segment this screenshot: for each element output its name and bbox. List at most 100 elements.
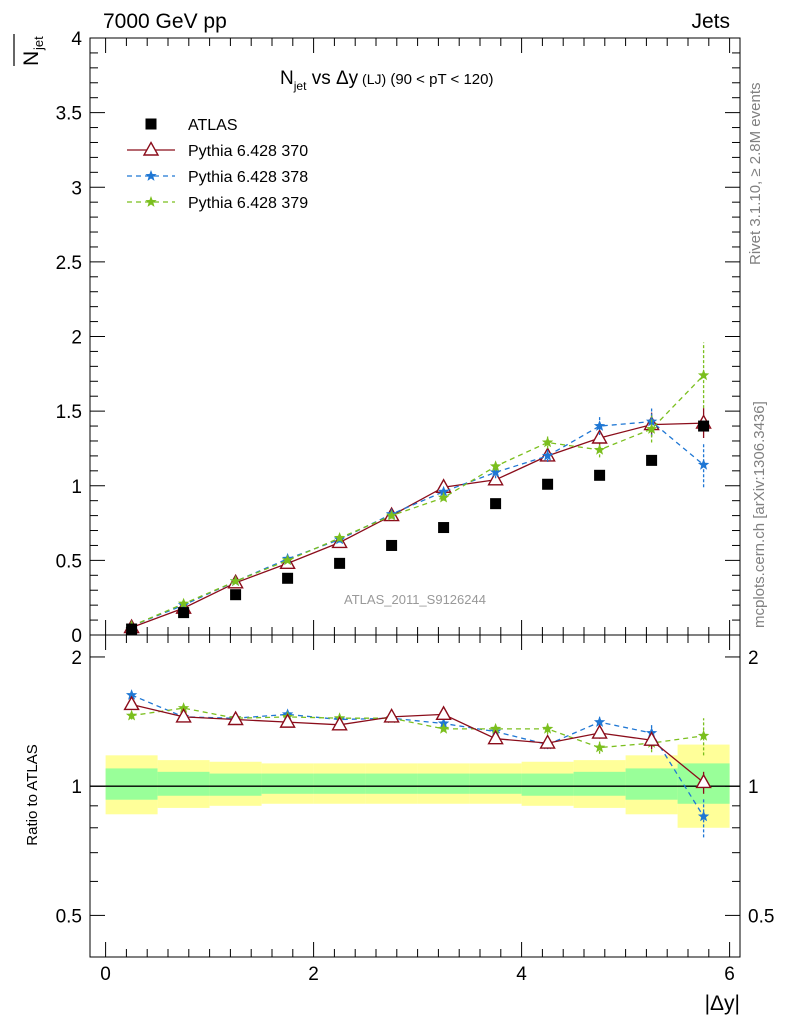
ratio-data-point	[697, 810, 710, 822]
main-data-point	[386, 539, 398, 551]
ratio-y-tick-label-right: 2	[748, 648, 759, 669]
ratio-y-axis-title: Ratio to ATLAS	[24, 744, 41, 845]
main-data-point	[646, 454, 658, 466]
plot-title: Njet vs Δy (LJ) (90 < pT < 120)	[280, 68, 493, 93]
main-data-point	[591, 429, 608, 444]
ratio-series-pythia-370	[123, 695, 712, 794]
ratio-y-tick-label: 0.5	[56, 906, 82, 927]
x-axis-title: |Δy|	[705, 992, 740, 1015]
main-data-point	[489, 466, 502, 478]
main-y-tick-label: 2	[71, 328, 82, 349]
ratio-series-line	[131, 707, 704, 749]
ratio-data-point	[435, 705, 452, 721]
ratio-data-point	[437, 717, 450, 729]
ratio-x-tick-label: 6	[724, 964, 735, 985]
ratio-data-point	[695, 773, 712, 789]
legend-label: Pythia 6.428 370	[188, 143, 308, 160]
legend-item: Pythia 6.428 378	[127, 169, 308, 186]
mcplots-source-label: mcplots.cern.ch [arXiv:1306.3436]	[751, 401, 768, 628]
ratio-data-point	[593, 741, 606, 753]
main-series-line	[131, 374, 705, 627]
main-data-point	[437, 485, 450, 497]
main-y-tick-label: 0	[71, 626, 82, 647]
ratio-data-point	[593, 716, 606, 727]
ratio-data-point	[125, 689, 138, 700]
legend-label: ATLAS	[188, 117, 238, 134]
main-data-point	[487, 470, 504, 486]
main-axis-ticks	[90, 37, 740, 636]
ratio-series-line	[131, 694, 705, 817]
ratio-band-inner	[261, 773, 314, 794]
analysis-watermark: ATLAS_2011_S9126244	[344, 592, 486, 607]
ratio-data-point	[331, 715, 348, 731]
ratio-band-inner	[573, 771, 626, 796]
legend-label: Pythia 6.428 379	[188, 195, 308, 212]
main-series-line	[131, 422, 704, 629]
main-data-point	[126, 623, 138, 635]
main-data-point	[490, 498, 502, 510]
ratio-data-point	[125, 709, 138, 721]
main-data-point	[541, 449, 554, 461]
plot-title-cut: (90 < pT < 120)	[386, 71, 493, 88]
ratio-band-inner	[209, 773, 262, 796]
ratio-band-inner	[625, 768, 678, 800]
ratio-uncertainty-bands	[90, 744, 740, 828]
main-series-group	[123, 342, 712, 635]
legend-item: Pythia 6.428 370	[127, 141, 308, 160]
ratio-data-point	[227, 710, 244, 726]
plot-title-n: N	[280, 68, 294, 89]
plot-title-small: (LJ)	[358, 71, 386, 87]
header-energy-label: 7000 GeV pp	[103, 10, 227, 33]
ratio-series-group	[123, 689, 712, 838]
ratio-x-tick-label: 2	[308, 964, 319, 985]
ratio-data-point	[539, 734, 556, 749]
main-data-point	[178, 607, 190, 619]
plot-title-rest: vs Δy	[306, 68, 358, 89]
ratio-band-inner	[521, 773, 574, 796]
ratio-y-tick-label-right: 1	[748, 777, 759, 798]
ratio-band-inner	[313, 773, 366, 794]
legend-label: Pythia 6.428 378	[188, 169, 308, 186]
legend-marker	[145, 118, 157, 130]
ratio-data-point	[175, 707, 192, 723]
ratio-data-point	[437, 722, 450, 734]
main-y-tick-label: 4	[71, 29, 82, 50]
ratio-y-tick-label-right: 0.5	[748, 906, 774, 927]
ratio-data-point	[123, 695, 140, 711]
ratio-data-point	[697, 729, 710, 741]
legend-marker	[145, 170, 157, 181]
ratio-plot-frame	[89, 634, 741, 958]
ratio-x-tick-label: 4	[516, 964, 527, 985]
main-data-point	[437, 491, 450, 503]
main-y-tick-label: 1.5	[56, 402, 82, 423]
ratio-data-point	[177, 702, 190, 713]
ratio-data-point	[383, 707, 400, 723]
ratio-band-inner	[417, 773, 470, 794]
ratio-band-inner	[105, 768, 158, 800]
ratio-axis-ticks	[90, 635, 740, 958]
main-data-point	[282, 572, 294, 584]
main-data-point	[698, 420, 710, 432]
ratio-data-point	[643, 731, 660, 746]
main-data-point	[594, 469, 606, 481]
ratio-data-point	[279, 713, 296, 728]
legend-item: Pythia 6.428 379	[127, 195, 308, 212]
main-data-point	[593, 420, 606, 431]
main-data-point	[541, 436, 554, 448]
ratio-y-tick-label: 1	[71, 777, 82, 798]
ratio-data-point	[591, 724, 608, 739]
main-data-point	[229, 575, 242, 587]
header-jets-label: Jets	[691, 10, 730, 33]
main-data-point	[281, 554, 294, 566]
main-y-tick-label: 3.5	[56, 104, 82, 125]
ratio-x-tick-label: 0	[100, 964, 111, 985]
main-data-point	[334, 557, 346, 569]
ratio-band-inner	[469, 773, 522, 794]
main-y-tick-label: 0.5	[56, 551, 82, 572]
main-series-atlas	[126, 420, 710, 635]
main-data-point	[697, 369, 710, 381]
main-data-point	[438, 522, 450, 534]
ratio-y-tick-label: 2	[71, 648, 82, 669]
ratio-band-inner	[157, 771, 210, 796]
